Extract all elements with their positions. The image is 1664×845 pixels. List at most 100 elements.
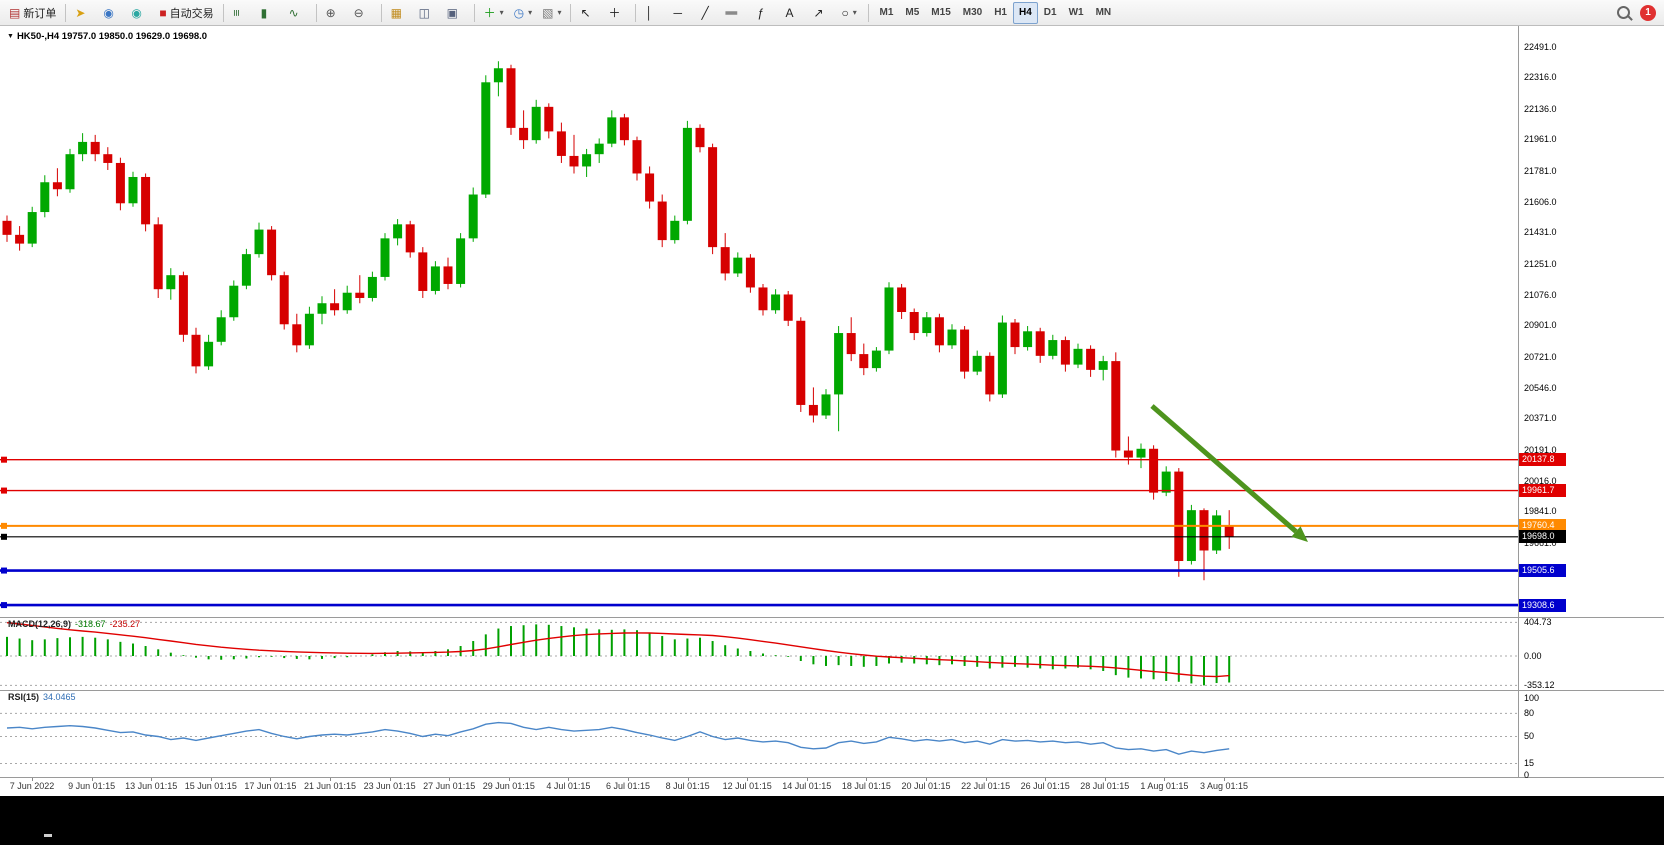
time-axis-label[interactable]: 8 Jul 01:15 [665,781,710,791]
rsi-scale-label[interactable]: 50 [1524,731,1535,741]
time-axis-label[interactable]: 22 Jul 01:15 [961,781,1011,791]
hline-handle[interactable] [1,456,7,463]
timeframe-button-m1[interactable]: M1 [879,7,894,18]
macd-scale-label[interactable]: -353.12 [1524,679,1555,690]
time-axis-label[interactable]: 3 Aug 01:15 [1199,781,1249,791]
price-axis-label[interactable]: 21251.0 [1524,258,1557,269]
time-axis-label[interactable]: 17 Jun 01:15 [244,781,297,791]
autotrading-button[interactable]: ■ 自动交易 [154,2,218,24]
timeframe-button-m30[interactable]: M30 [962,7,983,18]
macd-scale-label[interactable]: 404.73 [1524,616,1552,627]
rsi-scale-label[interactable]: 100 [1524,692,1540,703]
price-axis-label[interactable]: 22316.0 [1524,72,1557,83]
hline-handle[interactable] [1,522,7,529]
candle-down [330,303,340,311]
time-axis-label[interactable]: 12 Jul 01:15 [722,781,772,791]
time-axis-label[interactable]: 15 Jun 01:15 [184,781,237,791]
arrows-button[interactable]: ↗ [808,2,836,24]
time-axis-label[interactable]: 20 Jul 01:15 [901,781,951,791]
arrange-windows-button[interactable]: ▣ [442,2,470,24]
horizontal-line-button[interactable]: ─ [668,2,696,24]
crosshair-button[interactable]: ＋ [603,2,631,24]
time-axis-label[interactable]: 27 Jun 01:15 [423,781,476,791]
time-axis-label[interactable]: 21 Jun 01:15 [303,781,357,791]
timeframe-button-mn[interactable]: MN [1095,7,1112,18]
hline-handle[interactable] [1,533,7,540]
rsi-scale-label[interactable]: 15 [1524,757,1535,768]
price-axis-label[interactable]: 21076.0 [1524,289,1557,300]
indicators-button[interactable]: ＋ ▾ [479,2,509,24]
price-axis-label[interactable]: 20901.0 [1524,320,1557,331]
timeframe-button-h4[interactable]: H4 [1013,1,1038,24]
timeframe-button-m15[interactable]: M15 [931,7,951,18]
price-axis-label[interactable]: 20016.0 [1524,475,1557,486]
hline-handle[interactable] [1,602,7,609]
zoom-in-button[interactable]: ⊕ [321,2,349,24]
rsi-panel-separator[interactable] [0,690,1664,691]
charts-button[interactable]: ➤ [70,2,98,24]
shapes-button[interactable]: ○ ▾ [836,2,864,24]
new-order-button[interactable]: ▤ 新订单 [4,2,61,24]
cascade-windows-button[interactable]: ◫ [414,2,442,24]
price-axis-label[interactable]: 21781.0 [1524,166,1557,177]
timeframe-button-d1[interactable]: D1 [1043,7,1057,18]
price-axis-label[interactable]: 19841.0 [1524,506,1557,517]
macd-panel-canvas[interactable] [0,618,1518,691]
line-chart-type-button[interactable]: ∿ [284,2,312,24]
fibonacci-button[interactable]: ƒ [752,2,780,24]
periods-button[interactable]: ◷ ▾ [509,2,538,24]
profile-button[interactable]: ◉ [98,2,126,24]
time-axis-label[interactable]: 1 Aug 01:15 [1140,781,1189,791]
profile-icon: ◉ [103,5,114,20]
rsi-scale-label[interactable]: 80 [1524,707,1535,718]
price-axis-label[interactable]: 20371.0 [1524,413,1557,424]
vertical-line-button[interactable]: │ [640,2,668,24]
hline-handle[interactable] [1,567,7,574]
zoom-out-button[interactable]: ⊖ [349,2,377,24]
candle-down [808,404,818,416]
price-axis-label[interactable]: 21431.0 [1524,227,1557,238]
timeframe-button-w1[interactable]: W1 [1068,7,1084,18]
price-axis-label[interactable]: 21606.0 [1524,196,1557,207]
community-button[interactable]: ◉ [126,2,154,24]
time-axis-label[interactable]: 23 Jun 01:15 [363,781,416,791]
trendline-button[interactable]: ╱ [696,2,724,24]
time-axis-label[interactable]: 4 Jul 01:15 [546,781,591,791]
trend-arrow-head[interactable] [1291,526,1308,542]
price-axis-label[interactable]: 20546.0 [1524,382,1557,393]
price-axis-label[interactable]: 21961.0 [1524,134,1557,145]
price-axis-label[interactable]: 20721.0 [1524,351,1557,362]
cursor-button[interactable]: ↖ [575,2,603,24]
time-axis-label[interactable]: 18 Jul 01:15 [841,781,891,791]
tile-windows-button[interactable]: ▦ [386,2,414,24]
candle-down [708,147,718,248]
time-axis-label[interactable]: 13 Jun 01:15 [125,781,178,791]
notification-badge[interactable]: 1 [1640,4,1656,21]
bar-chart-type-button[interactable]: ≡ [228,2,256,24]
price-axis-label[interactable]: 22491.0 [1524,41,1557,52]
price-axis-label[interactable]: 22136.0 [1524,103,1557,114]
time-axis-label[interactable]: 6 Jul 01:15 [605,781,651,791]
macd-panel-separator[interactable] [0,617,1664,618]
time-axis-label[interactable]: 14 Jul 01:15 [782,781,832,791]
time-axis[interactable] [0,778,1664,796]
time-axis-label[interactable]: 28 Jul 01:15 [1080,781,1130,791]
timeframe-button-h1[interactable]: H1 [994,7,1007,18]
channel-button[interactable]: ∥ [724,2,752,24]
time-axis-label[interactable]: 9 Jun 01:15 [68,781,116,791]
candlestick-type-button[interactable]: ▮ [256,2,284,24]
time-axis-label[interactable]: 26 Jul 01:15 [1020,781,1070,791]
rsi-scale-label[interactable]: 0 [1524,769,1530,780]
main-chart-canvas[interactable] [0,26,1518,618]
price-axis-label[interactable]: 20191.0 [1524,444,1557,455]
time-axis-label[interactable]: 7 Jun 2022 [9,781,55,791]
trend-arrow[interactable] [1150,404,1298,534]
time-axis-label[interactable]: 29 Jun 01:15 [482,781,535,791]
rsi-panel-canvas[interactable] [0,691,1518,778]
text-button[interactable]: A [780,2,808,24]
timeframe-button-m5[interactable]: M5 [905,7,920,18]
hline-handle[interactable] [1,487,7,494]
search-icon[interactable] [1617,6,1630,19]
macd-scale-label[interactable]: 0.00 [1524,650,1542,661]
templates-button[interactable]: ▧ ▾ [537,2,566,24]
